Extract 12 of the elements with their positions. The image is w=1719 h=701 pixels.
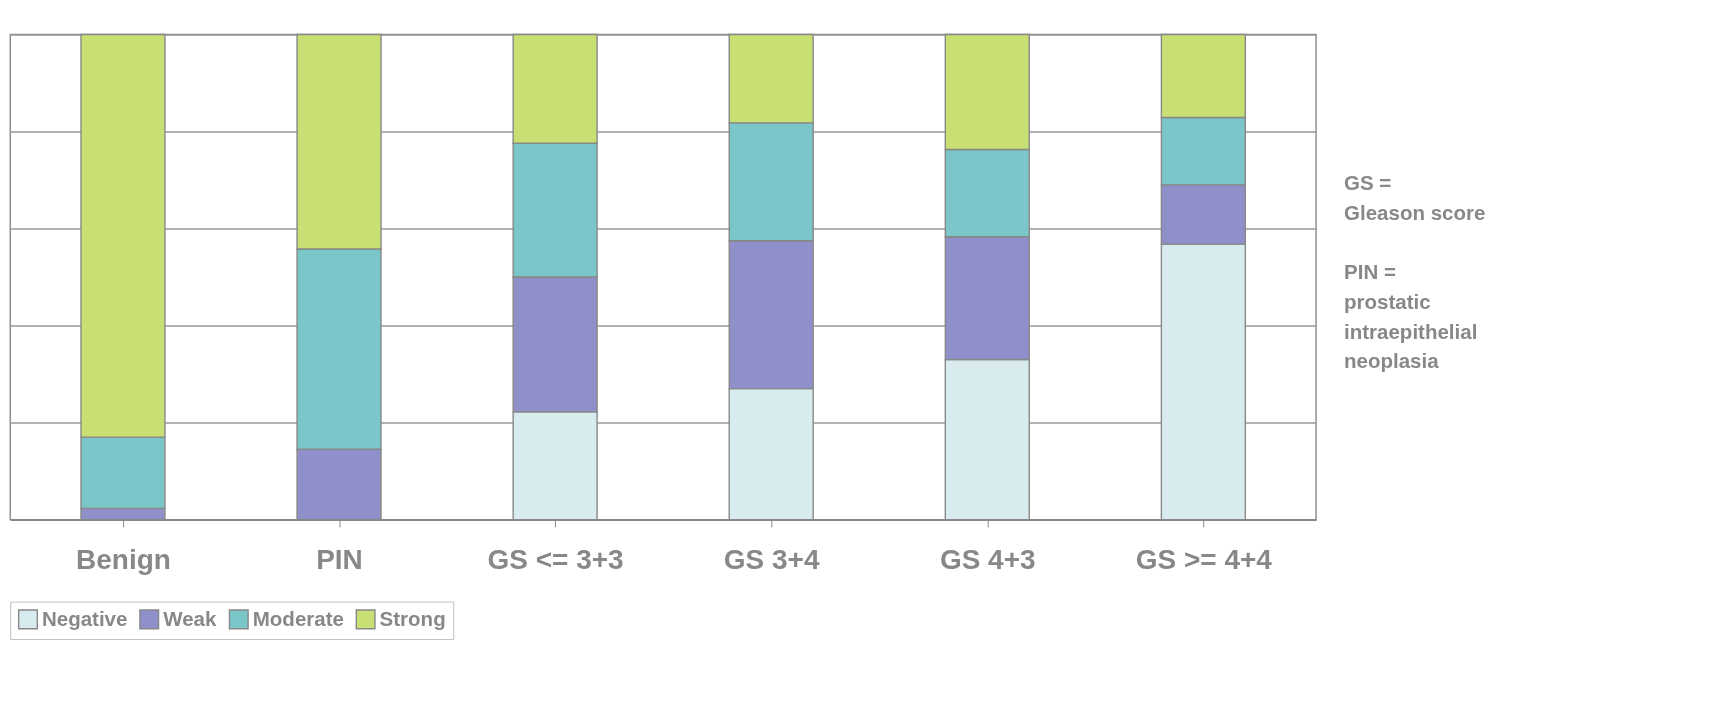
legend-label: Moderate <box>252 606 344 630</box>
text: GS = Gleason score <box>1344 171 1486 225</box>
text: PIN = prostatic intraepithelial neoplasia <box>1344 259 1478 373</box>
x-tick-label: GS <= 3+3 <box>487 543 624 575</box>
x-tick-label: PIN <box>316 543 363 575</box>
x-tick-label: GS >= 4+4 <box>1135 543 1273 575</box>
legend-label: Weak <box>163 606 218 630</box>
x-tick-label: GS 4+3 <box>939 543 1036 575</box>
legend-label: Strong <box>379 606 446 630</box>
x-tick-label: Benign <box>76 543 171 575</box>
x-tick-label: GS 3+4 <box>723 543 820 575</box>
legend-label: Negative <box>41 606 128 630</box>
